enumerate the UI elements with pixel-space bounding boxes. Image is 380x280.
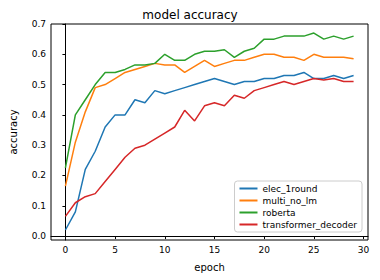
svg-text:0.7: 0.7 [32,19,46,29]
svg-text:transformer_decoder: transformer_decoder [262,220,357,230]
svg-text:epoch: epoch [194,262,224,273]
svg-text:0: 0 [63,245,69,255]
svg-text:elec_1round: elec_1round [262,184,317,194]
svg-text:30: 30 [358,245,370,255]
svg-text:10: 10 [159,245,171,255]
svg-text:0.5: 0.5 [32,80,46,90]
svg-text:0.1: 0.1 [32,201,46,211]
svg-text:0.2: 0.2 [32,170,46,180]
svg-text:5: 5 [112,245,118,255]
svg-text:0.0: 0.0 [32,231,47,241]
svg-text:25: 25 [308,245,319,255]
svg-text:accuracy: accuracy [8,109,19,154]
svg-text:0.4: 0.4 [32,110,47,120]
svg-text:0.3: 0.3 [32,140,46,150]
svg-text:model accuracy: model accuracy [142,8,237,22]
svg-text:15: 15 [209,245,220,255]
svg-text:20: 20 [258,245,270,255]
svg-text:multi_no_lm: multi_no_lm [262,196,316,206]
svg-text:0.6: 0.6 [32,49,47,59]
svg-text:roberta: roberta [262,208,295,218]
